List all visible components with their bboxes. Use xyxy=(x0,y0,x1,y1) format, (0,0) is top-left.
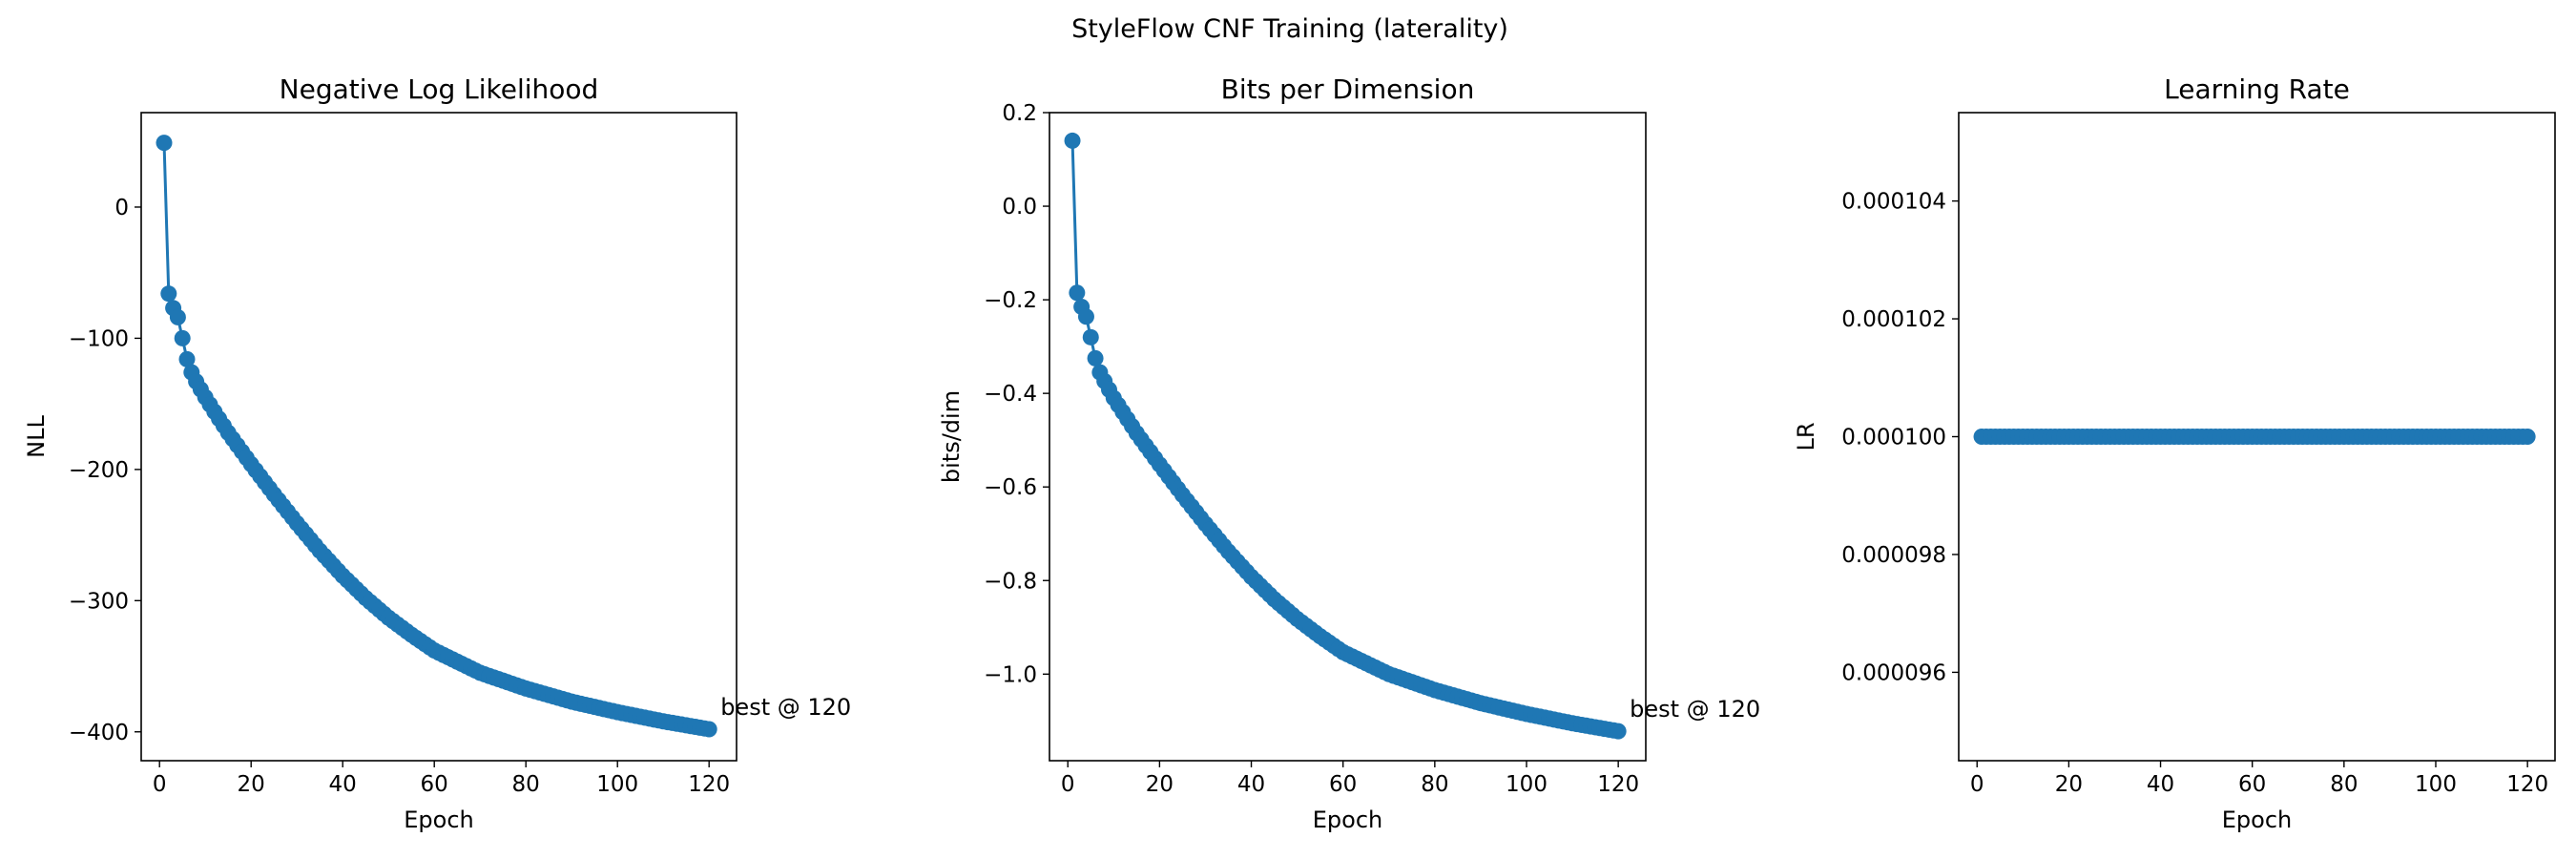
bpd-data-point xyxy=(1077,308,1094,325)
nll-data-point xyxy=(169,308,186,325)
lr-xtick-label: 40 xyxy=(2147,772,2174,797)
nll-xtick-label: 20 xyxy=(238,772,265,797)
nll-ytick-label: −400 xyxy=(69,721,129,745)
bpd-xtick-label: 100 xyxy=(1506,772,1548,797)
nll-data-point xyxy=(156,135,173,152)
bpd-ytick-label: 0.0 xyxy=(1002,195,1037,220)
bpd-axes-frame xyxy=(1049,112,1647,762)
lr-title: Learning Rate xyxy=(2164,73,2350,105)
nll-data-point xyxy=(174,329,191,346)
nll-xtick-label: 60 xyxy=(421,772,448,797)
bpd-ytick-label: 0.2 xyxy=(1002,101,1037,126)
nll-data-point xyxy=(178,350,196,367)
lr-ylabel: LR xyxy=(1793,422,1819,450)
lr-ytick-label: 0.000104 xyxy=(1841,190,1946,215)
nll-xlabel: Epoch xyxy=(404,807,474,833)
figure-title: StyleFlow CNF Training (laterality) xyxy=(1071,14,1508,44)
nll-title: Negative Log Likelihood xyxy=(280,73,599,105)
bpd-data-point xyxy=(1069,284,1086,302)
bpd-data-point xyxy=(1087,349,1104,367)
nll-ytick-label: −200 xyxy=(69,458,129,483)
bpd-ytick-label: −0.4 xyxy=(984,382,1037,407)
nll-xtick-label: 0 xyxy=(153,772,167,797)
lr-xtick-label: 120 xyxy=(2506,772,2548,797)
bpd-ytick-label: −0.6 xyxy=(984,475,1037,500)
bpd-xtick-label: 80 xyxy=(1421,772,1448,797)
lr-xtick-label: 100 xyxy=(2415,772,2457,797)
lr-ytick-label: 0.000096 xyxy=(1841,660,1946,685)
bpd-xtick-label: 0 xyxy=(1061,772,1075,797)
bpd-xtick-label: 60 xyxy=(1329,772,1357,797)
bpd-ytick-label: −1.0 xyxy=(984,662,1037,687)
bpd-xtick-label: 20 xyxy=(1146,772,1174,797)
bpd-ytick-label: −0.8 xyxy=(984,569,1037,594)
bpd-data-point xyxy=(1610,723,1627,740)
nll-data-point xyxy=(700,721,717,738)
nll-ylabel: NLL xyxy=(23,415,50,458)
bpd-ylabel: bits/dim xyxy=(938,390,965,483)
bpd-xtick-label: 120 xyxy=(1597,772,1639,797)
lr-ytick-label: 0.000102 xyxy=(1841,307,1946,332)
bpd-data-point xyxy=(1082,328,1099,346)
lr-ytick-label: 0.000098 xyxy=(1841,543,1946,568)
lr-ytick-label: 0.000100 xyxy=(1841,426,1946,450)
lr-xtick-label: 20 xyxy=(2055,772,2083,797)
bpd-chart: Bits per Dimension 0 20 40 60 80 100 120 0.2 0.0 −… xyxy=(938,73,1760,833)
nll-xtick-label: 80 xyxy=(512,772,540,797)
lr-xtick-label: 60 xyxy=(2238,772,2266,797)
lr-data-point xyxy=(2519,429,2536,445)
nll-ytick-label: −300 xyxy=(69,589,129,614)
bpd-data-point xyxy=(1064,132,1081,149)
nll-xtick-label: 120 xyxy=(688,772,730,797)
nll-best-annotation: best @ 120 xyxy=(720,694,851,721)
nll-data-point xyxy=(160,285,177,303)
bpd-ytick-label: −0.2 xyxy=(984,288,1037,313)
nll-axes-frame xyxy=(140,112,737,762)
nll-chart: Negative Log Likelihood 0 20 40 60 80 100 120 0 −… xyxy=(23,73,851,833)
nll-ytick-label: −100 xyxy=(69,326,129,351)
nll-ytick-label: 0 xyxy=(114,196,129,220)
bpd-xlabel: Epoch xyxy=(1313,807,1383,833)
bpd-xtick-label: 40 xyxy=(1237,772,1265,797)
lr-xtick-label: 80 xyxy=(2330,772,2358,797)
lr-xtick-label: 0 xyxy=(1970,772,1984,797)
lr-xlabel: Epoch xyxy=(2222,807,2293,833)
lr-chart: Learning Rate 0 20 40 60 80 100 120 0.000104 0.00… xyxy=(1793,73,2556,833)
nll-xtick-label: 100 xyxy=(596,772,638,797)
bpd-best-annotation: best @ 120 xyxy=(1630,696,1760,723)
nll-xtick-label: 40 xyxy=(329,772,357,797)
bpd-title: Bits per Dimension xyxy=(1221,73,1475,105)
